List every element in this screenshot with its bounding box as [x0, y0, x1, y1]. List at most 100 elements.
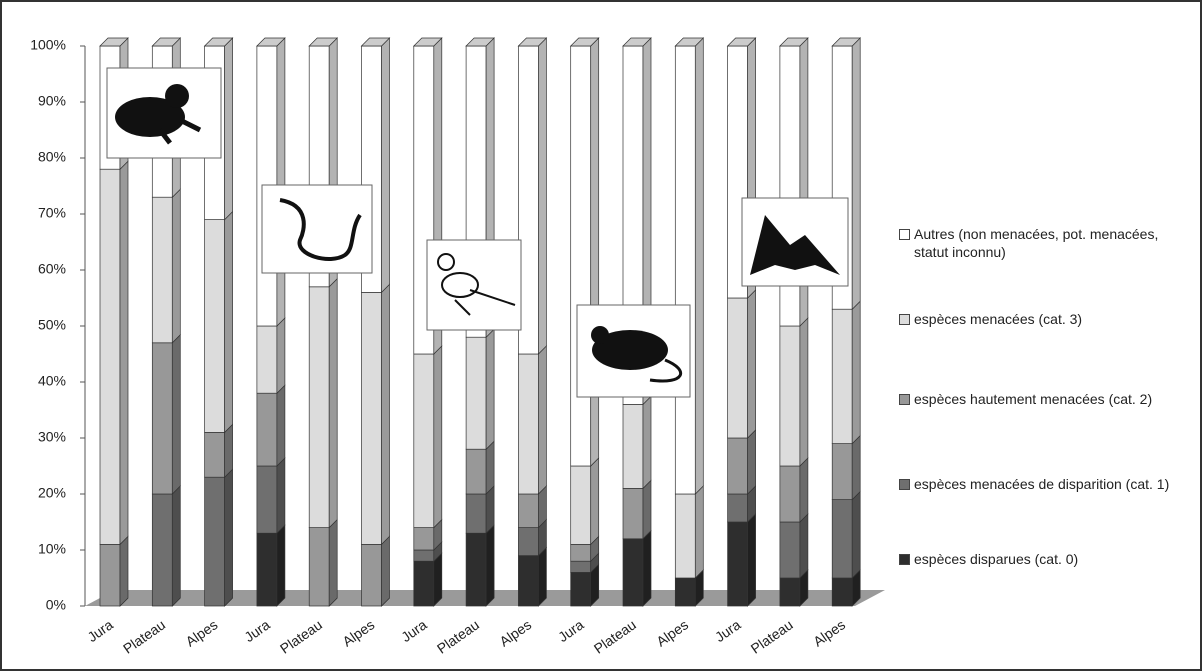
x-tick-label: Alpes [653, 616, 691, 649]
bar-front [622, 538, 644, 607]
bar-segment [256, 37, 286, 327]
y-tick-label: 20% [38, 485, 66, 501]
y-tick-label: 50% [38, 317, 66, 333]
legend-entry: espèces menacées (cat. 3) [899, 310, 1179, 328]
y-tick-label: 70% [38, 205, 66, 221]
bar-side [381, 37, 390, 294]
bar-front [518, 353, 539, 495]
bar-front [727, 493, 748, 523]
bar-segment [151, 333, 181, 495]
bar-top [360, 37, 391, 47]
bar-side [538, 345, 547, 495]
bar-side [485, 440, 495, 495]
bar-side [485, 328, 495, 451]
bar-side [642, 395, 652, 490]
bar-segment [570, 563, 600, 607]
bar-front [256, 392, 278, 467]
bar-segment [518, 546, 547, 607]
bar-segment [831, 490, 861, 579]
bar-segment [622, 529, 652, 607]
bar-front [727, 437, 748, 495]
bar-front [204, 476, 225, 607]
bar-front [256, 325, 278, 394]
bar-segment [831, 300, 861, 445]
x-tick-label: Jura [398, 616, 430, 645]
bar-segment [99, 535, 129, 607]
x-tick-label: Plateau [277, 616, 325, 656]
bar-side [642, 479, 652, 540]
bar-segment [465, 328, 495, 451]
bar-side [433, 345, 443, 529]
bar-side [851, 434, 861, 501]
legend: Autres (non menacées, pot. menacées, sta… [893, 205, 1193, 605]
bar-side [694, 37, 704, 495]
bar-segment [465, 524, 495, 607]
bar-segment [151, 485, 181, 607]
bar-front [413, 527, 435, 551]
legend-entry: espèces menacées de disparition (cat. 1) [899, 475, 1179, 493]
y-tick-label: 90% [38, 93, 66, 109]
bar-front [622, 488, 644, 540]
bar-side [851, 490, 861, 579]
bar-front [518, 527, 539, 556]
bar-segment [99, 160, 129, 546]
bar-side [747, 513, 756, 607]
y-tick-label: 60% [38, 261, 66, 277]
x-tick-label: Plateau [591, 616, 639, 656]
bar-front [465, 493, 487, 534]
bar-front [570, 45, 592, 467]
legend-label: espèces menacées de disparition (cat. 1) [914, 476, 1170, 492]
bar-side [799, 457, 809, 523]
bird-picture [426, 239, 522, 331]
bar-side [381, 535, 390, 607]
bar-segment [308, 518, 338, 607]
bar-front [413, 549, 435, 562]
mouse-picture [576, 304, 691, 398]
bar-segment [518, 37, 547, 355]
bar-front [413, 560, 435, 607]
bar-front [99, 544, 121, 607]
bar-segment [256, 457, 286, 535]
bar-front [151, 196, 173, 344]
bar-side [171, 333, 181, 495]
frog-picture [106, 67, 222, 159]
y-tick-label: 10% [38, 541, 66, 557]
bar-front [465, 532, 487, 607]
bar-side [171, 188, 181, 344]
bar-segment [308, 277, 338, 529]
bar-front [570, 465, 592, 545]
bar-front [204, 219, 225, 433]
bar-front [831, 308, 853, 444]
y-tick-label: 30% [38, 429, 66, 445]
bar-side [328, 277, 338, 529]
bar-side [224, 37, 233, 221]
legend-label: espèces hautement menacées (cat. 2) [914, 391, 1153, 407]
bar-top [517, 37, 548, 47]
bar-side [799, 513, 809, 579]
y-tick-label: 0% [46, 597, 66, 613]
x-tick-label: Alpes [339, 616, 377, 649]
bar-segment [570, 457, 600, 546]
bar-front [308, 286, 330, 528]
bar-side [694, 485, 704, 579]
bar-side [171, 485, 181, 607]
bar-front [727, 297, 748, 439]
bar-segment [151, 188, 181, 344]
bar-front [570, 544, 592, 562]
x-tick-label: Jura [555, 616, 587, 645]
bar-segment [727, 289, 756, 439]
x-tick-label: Alpes [183, 616, 221, 649]
legend-label: espèces disparues (cat. 0) [914, 551, 1079, 567]
bat-picture [741, 197, 849, 287]
x-tick-label: Jura [712, 616, 744, 645]
y-tick-label: 100% [30, 37, 66, 53]
bar-segment [256, 317, 286, 395]
bar-segment [256, 384, 286, 467]
bar-top [151, 37, 182, 47]
bar-segment [831, 569, 861, 607]
legend-swatch [899, 314, 910, 325]
legend-label: Autres (non menacées, pot. menacées, sta… [914, 226, 1159, 260]
legend-entry: espèces hautement menacées (cat. 2) [899, 390, 1179, 408]
bar-front [779, 325, 801, 467]
bar-side [851, 300, 861, 445]
